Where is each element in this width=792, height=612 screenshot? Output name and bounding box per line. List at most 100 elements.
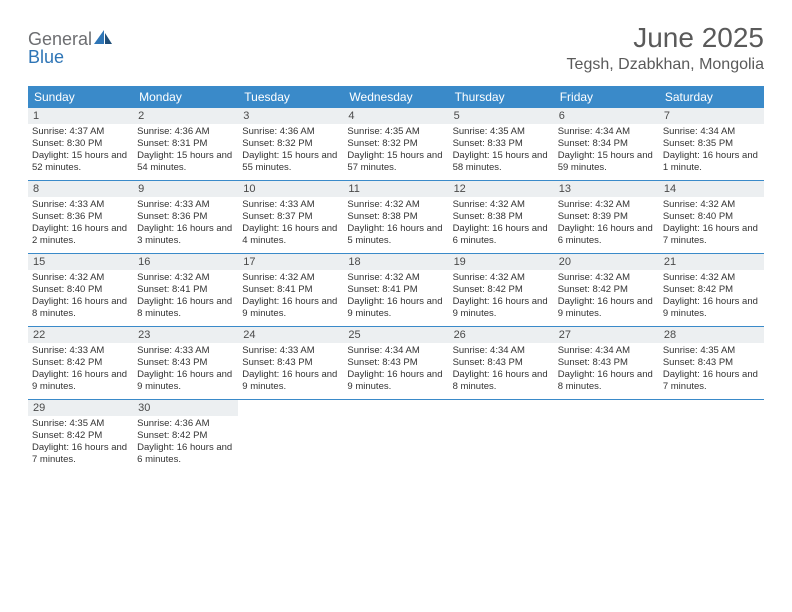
calendar: SundayMondayTuesdayWednesdayThursdayFrid…	[28, 86, 764, 472]
weekday-label: Sunday	[28, 86, 133, 108]
weekday-label: Tuesday	[238, 86, 343, 108]
day-body: Sunrise: 4:34 AMSunset: 8:43 PMDaylight:…	[343, 343, 448, 397]
calendar-day: 18Sunrise: 4:32 AMSunset: 8:41 PMDayligh…	[343, 254, 448, 326]
calendar-day: 9Sunrise: 4:33 AMSunset: 8:36 PMDaylight…	[133, 181, 238, 253]
day-number: 30	[133, 400, 238, 416]
day-body: Sunrise: 4:32 AMSunset: 8:41 PMDaylight:…	[133, 270, 238, 324]
calendar-week: 15Sunrise: 4:32 AMSunset: 8:40 PMDayligh…	[28, 254, 764, 327]
day-number: 22	[28, 327, 133, 343]
day-number: 17	[238, 254, 343, 270]
logo-sail-icon	[94, 30, 112, 49]
calendar-day: 3Sunrise: 4:36 AMSunset: 8:32 PMDaylight…	[238, 108, 343, 180]
day-number: 14	[659, 181, 764, 197]
calendar-day: 24Sunrise: 4:33 AMSunset: 8:43 PMDayligh…	[238, 327, 343, 399]
weekday-label: Saturday	[659, 86, 764, 108]
day-body: Sunrise: 4:32 AMSunset: 8:38 PMDaylight:…	[449, 197, 554, 251]
day-body: Sunrise: 4:34 AMSunset: 8:34 PMDaylight:…	[554, 124, 659, 178]
calendar-day: 11Sunrise: 4:32 AMSunset: 8:38 PMDayligh…	[343, 181, 448, 253]
calendar-day	[449, 400, 554, 472]
day-body: Sunrise: 4:33 AMSunset: 8:36 PMDaylight:…	[28, 197, 133, 251]
day-number: 10	[238, 181, 343, 197]
header: General Blue June 2025 Tegsh, Dzabkhan, …	[28, 22, 764, 74]
day-number: 23	[133, 327, 238, 343]
calendar-day: 12Sunrise: 4:32 AMSunset: 8:38 PMDayligh…	[449, 181, 554, 253]
day-body: Sunrise: 4:36 AMSunset: 8:32 PMDaylight:…	[238, 124, 343, 178]
day-body: Sunrise: 4:32 AMSunset: 8:38 PMDaylight:…	[343, 197, 448, 251]
day-number: 28	[659, 327, 764, 343]
logo-text-block: General Blue	[28, 30, 112, 66]
day-body: Sunrise: 4:33 AMSunset: 8:43 PMDaylight:…	[133, 343, 238, 397]
weekday-label: Monday	[133, 86, 238, 108]
day-number: 21	[659, 254, 764, 270]
day-body: Sunrise: 4:32 AMSunset: 8:42 PMDaylight:…	[554, 270, 659, 324]
calendar-day: 1Sunrise: 4:37 AMSunset: 8:30 PMDaylight…	[28, 108, 133, 180]
day-body: Sunrise: 4:35 AMSunset: 8:42 PMDaylight:…	[28, 416, 133, 470]
day-body: Sunrise: 4:32 AMSunset: 8:39 PMDaylight:…	[554, 197, 659, 251]
calendar-day: 21Sunrise: 4:32 AMSunset: 8:42 PMDayligh…	[659, 254, 764, 326]
day-body: Sunrise: 4:33 AMSunset: 8:43 PMDaylight:…	[238, 343, 343, 397]
day-number: 9	[133, 181, 238, 197]
day-body: Sunrise: 4:34 AMSunset: 8:35 PMDaylight:…	[659, 124, 764, 178]
day-body: Sunrise: 4:33 AMSunset: 8:36 PMDaylight:…	[133, 197, 238, 251]
weeks: 1Sunrise: 4:37 AMSunset: 8:30 PMDaylight…	[28, 108, 764, 472]
calendar-day: 2Sunrise: 4:36 AMSunset: 8:31 PMDaylight…	[133, 108, 238, 180]
logo-general: General	[28, 29, 92, 49]
calendar-day: 19Sunrise: 4:32 AMSunset: 8:42 PMDayligh…	[449, 254, 554, 326]
logo-blue: Blue	[28, 48, 112, 66]
day-number: 11	[343, 181, 448, 197]
day-number: 25	[343, 327, 448, 343]
day-number: 18	[343, 254, 448, 270]
calendar-day: 22Sunrise: 4:33 AMSunset: 8:42 PMDayligh…	[28, 327, 133, 399]
weekday-label: Friday	[554, 86, 659, 108]
calendar-day: 29Sunrise: 4:35 AMSunset: 8:42 PMDayligh…	[28, 400, 133, 472]
day-number: 8	[28, 181, 133, 197]
day-number: 13	[554, 181, 659, 197]
weekday-row: SundayMondayTuesdayWednesdayThursdayFrid…	[28, 86, 764, 108]
calendar-day: 15Sunrise: 4:32 AMSunset: 8:40 PMDayligh…	[28, 254, 133, 326]
month-title: June 2025	[567, 22, 764, 54]
calendar-week: 1Sunrise: 4:37 AMSunset: 8:30 PMDaylight…	[28, 108, 764, 181]
day-number: 20	[554, 254, 659, 270]
calendar-day	[343, 400, 448, 472]
day-body: Sunrise: 4:32 AMSunset: 8:42 PMDaylight:…	[659, 270, 764, 324]
weekday-label: Wednesday	[343, 86, 448, 108]
day-number: 15	[28, 254, 133, 270]
day-number: 3	[238, 108, 343, 124]
calendar-day: 6Sunrise: 4:34 AMSunset: 8:34 PMDaylight…	[554, 108, 659, 180]
day-body: Sunrise: 4:33 AMSunset: 8:42 PMDaylight:…	[28, 343, 133, 397]
day-body: Sunrise: 4:33 AMSunset: 8:37 PMDaylight:…	[238, 197, 343, 251]
calendar-day: 28Sunrise: 4:35 AMSunset: 8:43 PMDayligh…	[659, 327, 764, 399]
day-number: 26	[449, 327, 554, 343]
day-body: Sunrise: 4:37 AMSunset: 8:30 PMDaylight:…	[28, 124, 133, 178]
calendar-day: 23Sunrise: 4:33 AMSunset: 8:43 PMDayligh…	[133, 327, 238, 399]
day-number: 6	[554, 108, 659, 124]
day-body: Sunrise: 4:36 AMSunset: 8:42 PMDaylight:…	[133, 416, 238, 470]
day-body: Sunrise: 4:32 AMSunset: 8:42 PMDaylight:…	[449, 270, 554, 324]
calendar-day: 10Sunrise: 4:33 AMSunset: 8:37 PMDayligh…	[238, 181, 343, 253]
day-body: Sunrise: 4:35 AMSunset: 8:43 PMDaylight:…	[659, 343, 764, 397]
day-number: 16	[133, 254, 238, 270]
calendar-day: 16Sunrise: 4:32 AMSunset: 8:41 PMDayligh…	[133, 254, 238, 326]
day-body: Sunrise: 4:32 AMSunset: 8:41 PMDaylight:…	[238, 270, 343, 324]
calendar-day	[659, 400, 764, 472]
calendar-day: 17Sunrise: 4:32 AMSunset: 8:41 PMDayligh…	[238, 254, 343, 326]
day-number: 29	[28, 400, 133, 416]
calendar-week: 8Sunrise: 4:33 AMSunset: 8:36 PMDaylight…	[28, 181, 764, 254]
weekday-label: Thursday	[449, 86, 554, 108]
calendar-day: 25Sunrise: 4:34 AMSunset: 8:43 PMDayligh…	[343, 327, 448, 399]
calendar-day: 4Sunrise: 4:35 AMSunset: 8:32 PMDaylight…	[343, 108, 448, 180]
calendar-day: 20Sunrise: 4:32 AMSunset: 8:42 PMDayligh…	[554, 254, 659, 326]
calendar-day: 30Sunrise: 4:36 AMSunset: 8:42 PMDayligh…	[133, 400, 238, 472]
calendar-day: 7Sunrise: 4:34 AMSunset: 8:35 PMDaylight…	[659, 108, 764, 180]
calendar-day: 26Sunrise: 4:34 AMSunset: 8:43 PMDayligh…	[449, 327, 554, 399]
day-number: 4	[343, 108, 448, 124]
calendar-week: 29Sunrise: 4:35 AMSunset: 8:42 PMDayligh…	[28, 400, 764, 472]
calendar-day	[238, 400, 343, 472]
day-body: Sunrise: 4:32 AMSunset: 8:40 PMDaylight:…	[659, 197, 764, 251]
day-number: 7	[659, 108, 764, 124]
day-number: 19	[449, 254, 554, 270]
day-body: Sunrise: 4:35 AMSunset: 8:32 PMDaylight:…	[343, 124, 448, 178]
title-block: June 2025 Tegsh, Dzabkhan, Mongolia	[567, 22, 764, 74]
calendar-day: 13Sunrise: 4:32 AMSunset: 8:39 PMDayligh…	[554, 181, 659, 253]
calendar-day: 8Sunrise: 4:33 AMSunset: 8:36 PMDaylight…	[28, 181, 133, 253]
